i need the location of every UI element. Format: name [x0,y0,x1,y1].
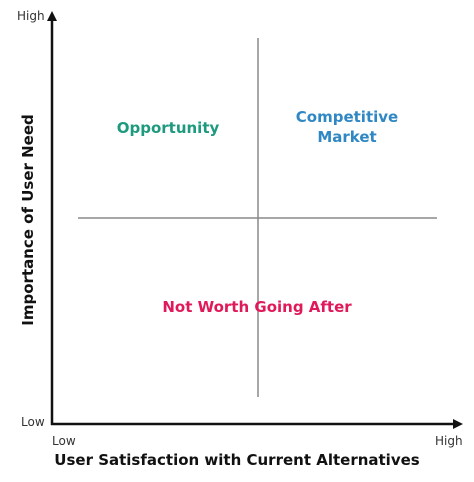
quadrant-competitive-market-label: Competitive Market [296,107,398,147]
competitive-line-2: Market [317,128,377,146]
y-axis-title: Importance of User Need [19,114,37,326]
x-axis-title: User Satisfaction with Current Alternati… [54,451,420,469]
x-axis-low-label: Low [52,434,76,448]
quadrant-opportunity-label: Opportunity [116,119,220,137]
x-axis-high-label: High [435,434,463,448]
y-axis-high-label: High [17,9,45,23]
y-axis-low-label: Low [21,415,45,429]
competitive-line-1: Competitive [295,108,399,126]
quadrant-not-worth-going-after-label: Not Worth Going After [162,298,352,316]
